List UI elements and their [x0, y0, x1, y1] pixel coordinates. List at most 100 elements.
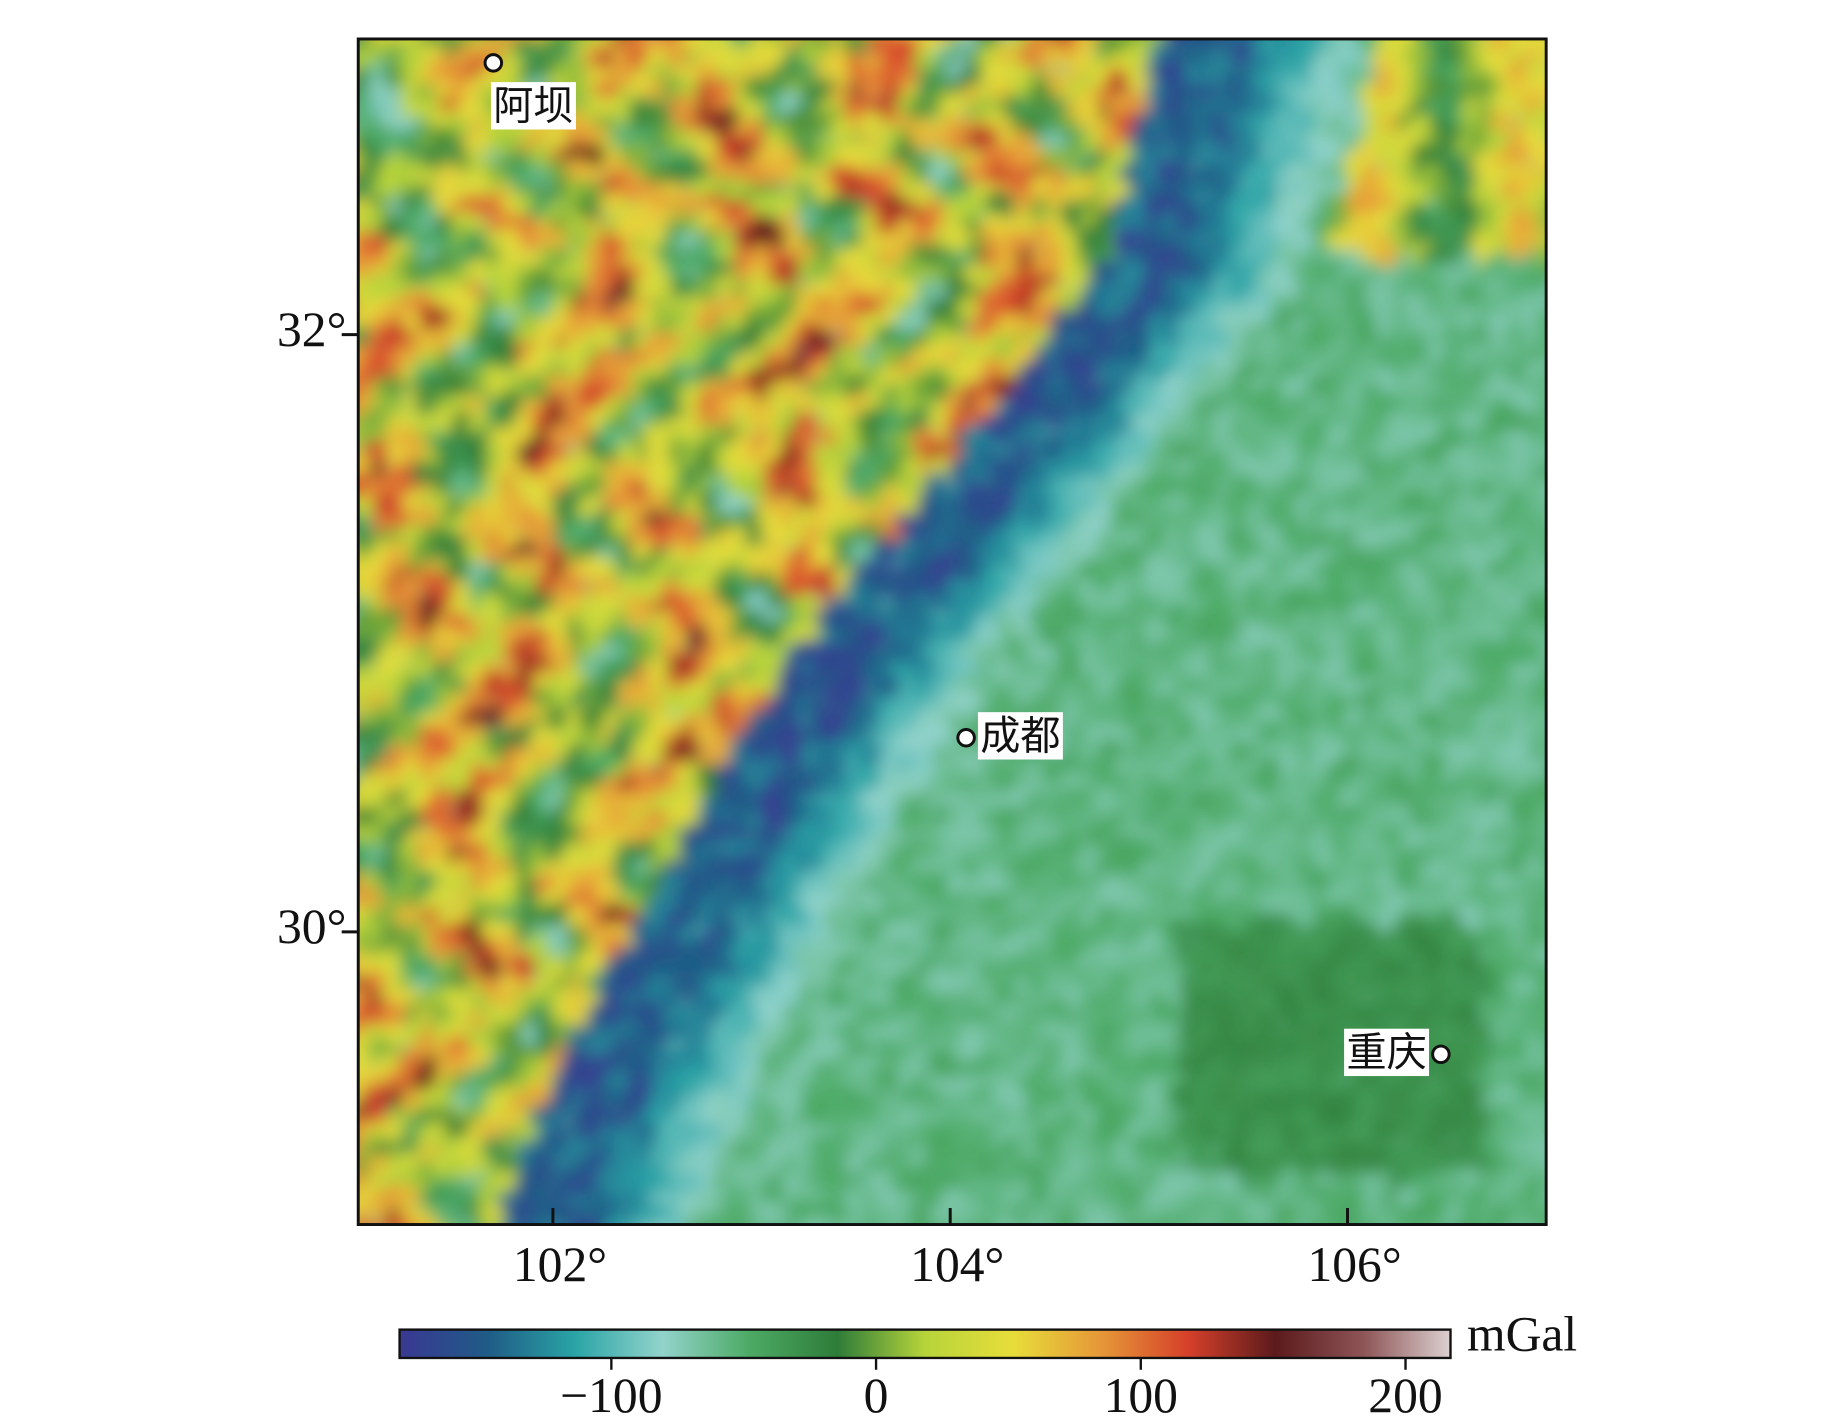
- anomaly-blob: [1543, 75, 1547, 91]
- anomaly-blob: [962, 157, 989, 184]
- anomaly-blob: [842, 173, 869, 200]
- anomaly-blob: [1369, 1002, 1396, 1029]
- anomaly-blob: [1270, 210, 1297, 237]
- anomaly-blob: [1538, 640, 1547, 665]
- anomaly-blob: [331, 83, 357, 109]
- anomaly-blob: [331, 542, 357, 568]
- anomaly-blob: [610, 64, 637, 91]
- anomaly-blob: [330, 737, 356, 763]
- anomaly-blob: [559, 274, 586, 301]
- anomaly-blob: [998, 13, 1024, 39]
- anomaly-blob: [858, 74, 885, 101]
- anomaly-blob: [1312, 10, 1338, 36]
- anomaly-blob: [328, 45, 354, 71]
- anomaly-blob: [1544, 711, 1547, 724]
- anomaly-blob: [1208, 92, 1235, 119]
- anomaly-blob: [1258, 10, 1284, 36]
- anomaly-blob: [509, 953, 536, 980]
- anomaly-blob: [889, 707, 916, 734]
- anomaly-blob: [411, 688, 438, 715]
- anomaly-blob: [1091, 208, 1118, 235]
- anomaly-blob: [1256, 522, 1283, 549]
- anomaly-blob: [909, 125, 936, 152]
- anomaly-blob: [330, 150, 356, 176]
- anomaly-blob: [1154, 10, 1180, 36]
- anomaly-blob: [1090, 260, 1117, 287]
- anomaly-blob: [358, 1100, 360, 1111]
- anomaly-blob: [1337, 227, 1364, 254]
- anomaly-blob: [584, 241, 611, 268]
- anomaly-blob: [862, 13, 888, 39]
- anomaly-blob: [358, 1056, 361, 1071]
- anomaly-blob: [858, 111, 885, 138]
- anomaly-blob: [361, 38, 373, 41]
- anomaly-blob: [1040, 42, 1067, 69]
- anomaly-blob: [1022, 42, 1049, 69]
- anomaly-blob: [520, 12, 546, 38]
- anomaly-blob: [760, 224, 787, 251]
- anomaly-field: [328, 8, 1572, 1225]
- anomaly-blob: [548, 38, 564, 42]
- anomaly-blob: [809, 256, 836, 283]
- anomaly-blob: [1147, 11, 1173, 37]
- anomaly-blob: [652, 10, 678, 36]
- anomaly-blob: [496, 9, 522, 35]
- anomaly-blob: [791, 570, 818, 597]
- anomaly-blob: [1385, 802, 1412, 829]
- anomaly-blob: [975, 868, 1002, 895]
- anomaly-blob: [1387, 655, 1414, 682]
- anomaly-blob: [733, 245, 760, 272]
- anomaly-blob: [1409, 8, 1435, 34]
- anomaly-blob: [328, 713, 354, 739]
- anomaly-blob: [731, 10, 757, 36]
- anomaly-blob: [1374, 38, 1379, 40]
- anomaly-blob: [1073, 175, 1100, 202]
- anomaly-blob: [1304, 588, 1331, 615]
- anomaly-blob: [874, 210, 901, 237]
- anomaly-blob: [481, 192, 508, 219]
- anomaly-blob: [331, 1077, 357, 1103]
- anomaly-blob: [1289, 191, 1316, 218]
- anomaly-blob: [1301, 38, 1317, 42]
- anomaly-blob: [1238, 129, 1265, 156]
- anomaly-blob: [1546, 192, 1572, 218]
- anomaly-blob: [1237, 852, 1264, 879]
- anomaly-blob: [1107, 986, 1134, 1013]
- anomaly-blob: [332, 366, 358, 392]
- anomaly-blob: [658, 686, 685, 713]
- anomaly-blob: [709, 935, 736, 962]
- anomaly-blob: [332, 1022, 358, 1048]
- anomaly-blob: [1544, 1045, 1547, 1059]
- anomaly-blob: [892, 9, 918, 35]
- anomaly-blob: [1220, 157, 1247, 184]
- anomaly-blob: [1545, 458, 1547, 465]
- anomaly-blob: [813, 38, 828, 41]
- anomaly-blob: [650, 274, 677, 301]
- anomaly-blob: [1503, 141, 1530, 168]
- anomaly-blob: [797, 110, 824, 137]
- anomaly-blob: [465, 9, 491, 35]
- anomaly-blob: [1546, 766, 1547, 770]
- anomaly-blob: [1544, 284, 1547, 297]
- anomaly-blob: [742, 74, 769, 101]
- anomaly-blob: [1287, 687, 1314, 714]
- anomaly-blob: [1544, 352, 1547, 365]
- anomaly-blob: [760, 42, 787, 69]
- anomaly-blob: [1502, 273, 1529, 300]
- anomaly-blob: [1540, 574, 1547, 597]
- anomaly-blob: [495, 129, 522, 156]
- anomaly-blob: [1013, 13, 1039, 39]
- anomaly-blob: [400, 96, 427, 123]
- anomaly-blob: [1373, 243, 1400, 270]
- anomaly-blob: [339, 12, 365, 38]
- anomaly-blob: [932, 12, 958, 38]
- anomaly-blob: [479, 702, 506, 729]
- anomaly-blob: [591, 38, 607, 42]
- anomaly-blob: [328, 112, 354, 138]
- anomaly-blob: [527, 165, 554, 192]
- anomaly-blob: [547, 422, 574, 449]
- anomaly-blob: [358, 638, 376, 665]
- anomaly-blob: [332, 510, 358, 536]
